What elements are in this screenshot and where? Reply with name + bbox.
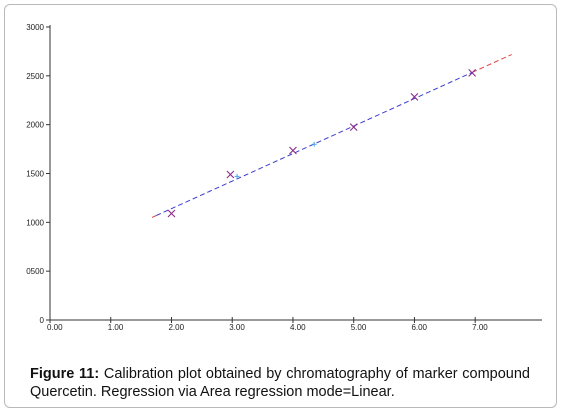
figure-caption: Figure 11: Calibration plot obtained by … [30, 365, 530, 401]
regression-line [151, 215, 157, 218]
y-tick-label: 0500 [26, 267, 44, 276]
regression-line [156, 71, 473, 216]
regression-line [471, 54, 512, 73]
caption-label: Figure 11: [30, 366, 100, 382]
data-point-x-marker [349, 123, 358, 131]
regression-lines [151, 54, 512, 218]
x-tick-label: 2.00 [168, 323, 184, 332]
y-tick-label: 3000 [26, 23, 44, 32]
x-tick-label: 6.00 [411, 323, 427, 332]
x-tick-label: 5.00 [351, 323, 367, 332]
data-point-cross-marker [311, 141, 317, 147]
calibration-chart: 0.00 1.00 2.00 3.00 4.00 5.00 6.00 7.00 0 0500 100… [26, 23, 542, 332]
data-points [167, 69, 477, 218]
y-tick-label: 2500 [26, 72, 44, 81]
data-point-x-marker [410, 92, 419, 101]
y-tick-label: 1000 [26, 218, 44, 227]
chart-axes: 0.00 1.00 2.00 3.00 4.00 5.00 6.00 7.00 0 0500 100… [26, 23, 542, 332]
x-tick-label: 0.00 [47, 323, 63, 332]
x-tick-label: 1.00 [108, 323, 124, 332]
data-point-x-marker [226, 170, 235, 179]
data-point-cross-marker [234, 173, 240, 179]
y-tick-label: 1500 [26, 170, 44, 179]
y-tick-label: 0 [40, 316, 45, 325]
data-point-x-marker [289, 146, 297, 155]
data-point-x-marker [167, 209, 176, 218]
caption-text: Calibration plot obtained by chromatogra… [30, 366, 530, 400]
y-tick-label: 2000 [26, 121, 44, 130]
figure-frame [4, 4, 557, 408]
x-tick-label: 7.00 [472, 323, 488, 332]
x-tick-label: 4.00 [290, 323, 306, 332]
x-tick-label: 3.00 [229, 323, 245, 332]
data-point-x-marker [468, 69, 477, 77]
